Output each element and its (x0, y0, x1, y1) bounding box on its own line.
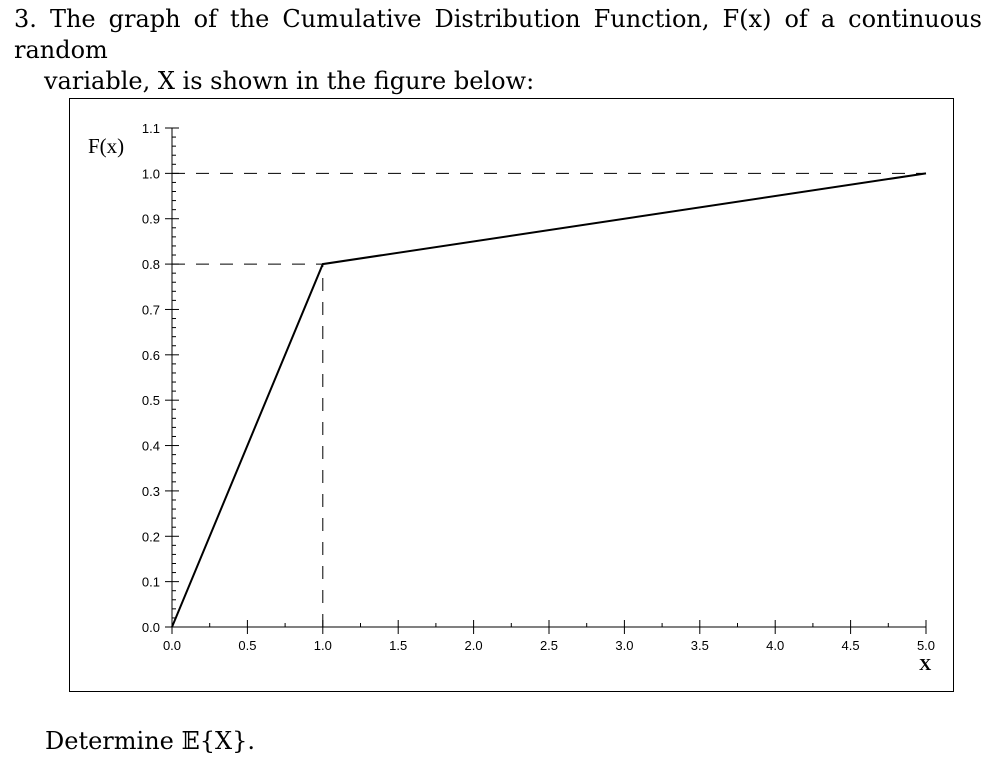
x-axis-title: X (919, 655, 932, 674)
x-tick-label: 4.5 (842, 638, 860, 653)
question-number: 3. (14, 5, 37, 33)
x-tick-label: 1.5 (389, 638, 407, 653)
y-tick-label: 1.0 (142, 166, 160, 181)
question-line-2: variable, X is shown in the figure below… (44, 67, 535, 95)
question-text: 3. The graph of the Cumulative Distribut… (14, 4, 982, 97)
y-tick-label: 0.1 (142, 575, 160, 590)
y-tick-label: 1.1 (142, 121, 160, 136)
x-tick-label: 4.0 (766, 638, 784, 653)
x-tick-label: 2.5 (540, 638, 558, 653)
y-axis-title: F(x) (88, 134, 124, 158)
y-tick-label: 0.7 (142, 302, 160, 317)
x-tick-label: 0.5 (238, 638, 256, 653)
figure-frame (69, 98, 954, 692)
x-tick-label: 5.0 (917, 638, 935, 653)
x-tick-label: 2.0 (465, 638, 483, 653)
x-tick-label: 0.0 (163, 638, 181, 653)
y-tick-label: 0.3 (142, 484, 160, 499)
y-tick-label: 0.8 (142, 257, 160, 272)
x-tick-label: 1.0 (314, 638, 332, 653)
y-tick-label: 0.4 (142, 439, 160, 454)
x-tick-label: 3.5 (691, 638, 709, 653)
y-tick-label: 0.9 (142, 212, 160, 227)
y-tick-label: 0.5 (142, 393, 160, 408)
question-line-1: The graph of the Cumulative Distribution… (14, 5, 982, 64)
y-tick-label: 0.0 (142, 620, 160, 635)
y-tick-label: 0.2 (142, 529, 160, 544)
cdf-series-line (171, 172, 927, 628)
question-prompt: Determine 𝔼{X}. (45, 727, 256, 755)
y-tick-label: 0.6 (142, 348, 160, 363)
x-tick-label: 3.0 (615, 638, 633, 653)
